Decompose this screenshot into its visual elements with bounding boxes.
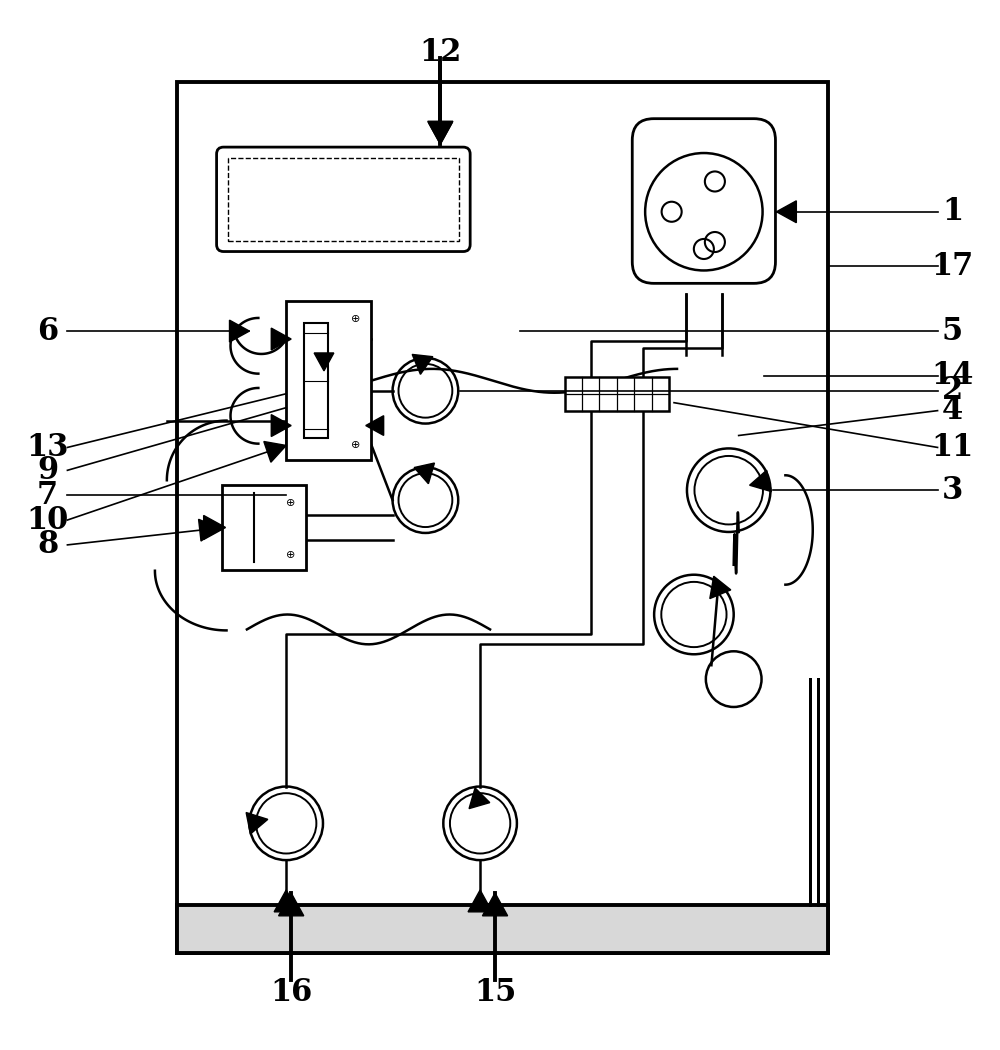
- Text: 13: 13: [26, 432, 69, 463]
- Text: 8: 8: [37, 529, 58, 561]
- Bar: [177, 83, 828, 952]
- Text: 12: 12: [419, 37, 462, 68]
- Text: 14: 14: [931, 360, 974, 392]
- Text: 1: 1: [942, 196, 963, 227]
- Polygon shape: [230, 320, 249, 342]
- Polygon shape: [750, 470, 771, 491]
- Polygon shape: [271, 415, 291, 437]
- Text: ⊕: ⊕: [351, 314, 360, 324]
- Text: ⊕: ⊕: [286, 550, 296, 560]
- Text: 11: 11: [931, 432, 974, 463]
- Polygon shape: [279, 892, 304, 916]
- Polygon shape: [428, 122, 452, 144]
- Polygon shape: [412, 355, 433, 375]
- Polygon shape: [468, 890, 492, 911]
- Bar: [565, 377, 669, 411]
- Text: 4: 4: [942, 395, 963, 426]
- Polygon shape: [204, 516, 226, 540]
- Polygon shape: [274, 890, 298, 911]
- Polygon shape: [264, 441, 286, 462]
- Bar: [177, 905, 828, 952]
- Polygon shape: [199, 520, 220, 541]
- Polygon shape: [710, 576, 731, 598]
- Polygon shape: [469, 788, 490, 808]
- Text: 5: 5: [942, 316, 963, 347]
- Polygon shape: [366, 416, 384, 436]
- Text: 16: 16: [270, 976, 312, 1008]
- Text: 17: 17: [931, 251, 974, 282]
- Polygon shape: [414, 463, 434, 484]
- Bar: [222, 485, 306, 570]
- Text: 6: 6: [37, 316, 58, 347]
- Text: 10: 10: [26, 505, 69, 536]
- Bar: [286, 301, 371, 460]
- Text: 2: 2: [942, 375, 963, 406]
- Polygon shape: [482, 892, 508, 916]
- Polygon shape: [314, 353, 334, 371]
- Text: 3: 3: [942, 475, 963, 506]
- Text: 7: 7: [37, 480, 58, 510]
- Text: 9: 9: [37, 455, 58, 486]
- Bar: [304, 323, 328, 439]
- Polygon shape: [428, 121, 453, 144]
- Polygon shape: [271, 328, 291, 350]
- Text: 15: 15: [474, 976, 516, 1008]
- Bar: [228, 159, 459, 240]
- FancyBboxPatch shape: [217, 147, 470, 252]
- Text: ⊕: ⊕: [351, 440, 360, 450]
- Polygon shape: [776, 201, 796, 223]
- Text: ⊕: ⊕: [286, 498, 296, 508]
- Polygon shape: [246, 813, 268, 834]
- FancyBboxPatch shape: [632, 119, 775, 284]
